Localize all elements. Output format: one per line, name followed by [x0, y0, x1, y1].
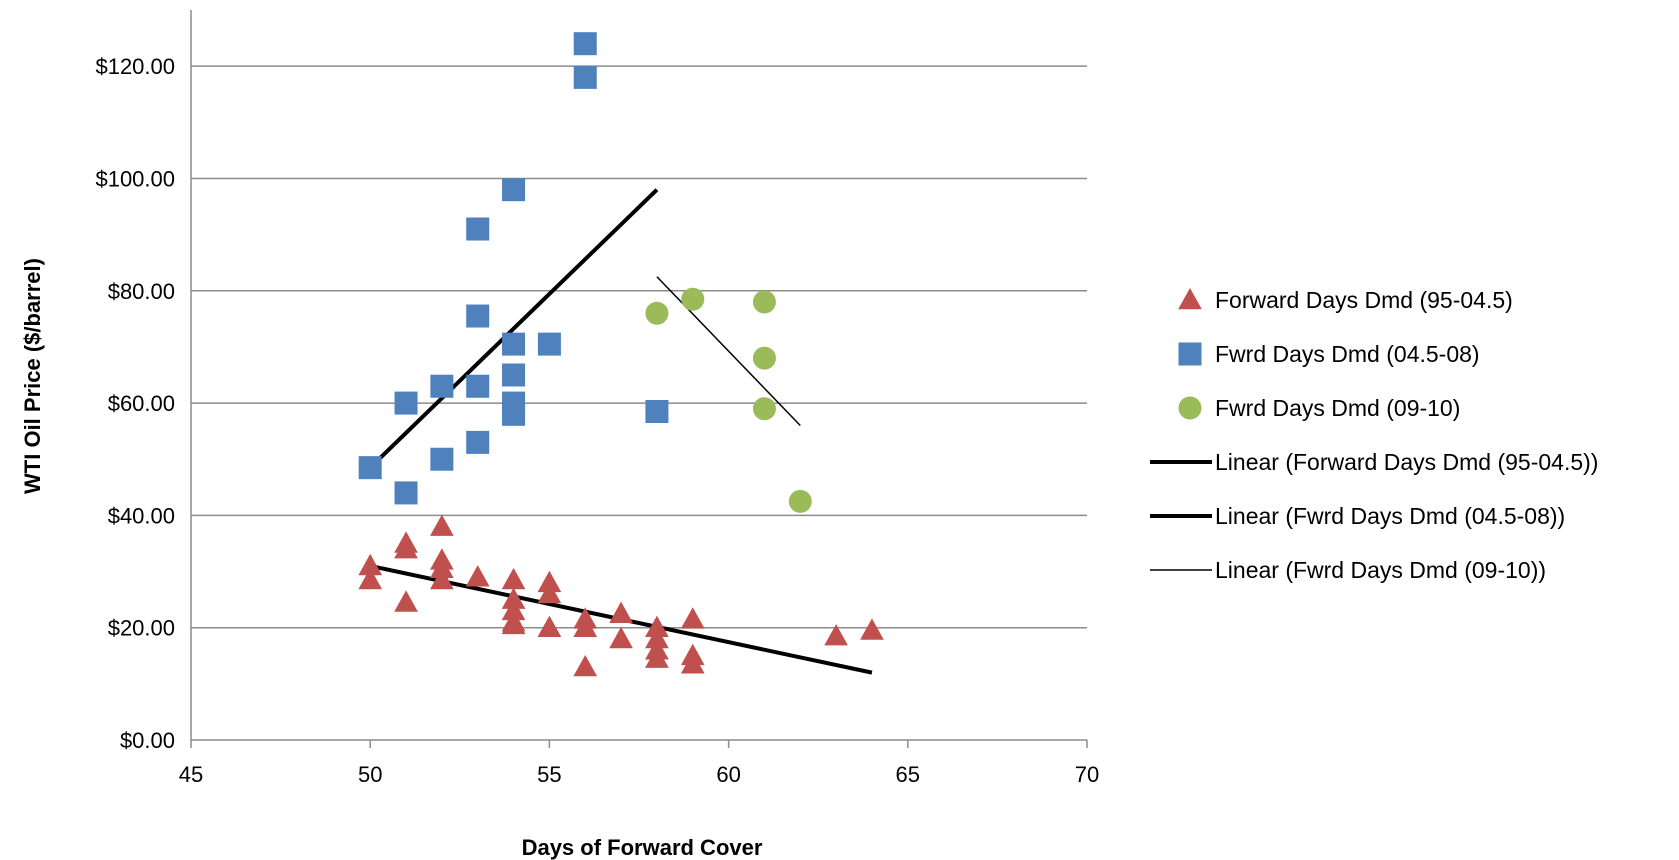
- data-point: [788, 489, 812, 513]
- data-point: [609, 626, 633, 649]
- y-tick-label: $20.00: [108, 616, 175, 641]
- data-point: [358, 567, 383, 590]
- data-point: [681, 287, 705, 311]
- data-point: [860, 618, 884, 640]
- y-tick-label: $80.00: [108, 279, 175, 304]
- data-point: [752, 290, 776, 314]
- data-point: [502, 332, 526, 356]
- x-tick-label: 55: [537, 762, 561, 787]
- data-point: [358, 456, 382, 480]
- x-tick-label: 45: [179, 762, 203, 787]
- y-tick-label: $0.00: [120, 728, 175, 753]
- tick-labels: $0.00 $20.00 $40.00 $60.00 $80.00 $100.00 $120…: [95, 54, 1099, 787]
- data-point: [394, 391, 418, 415]
- data-point: [466, 217, 490, 241]
- data-point: [645, 400, 669, 423]
- data-point: [573, 32, 597, 56]
- data-point: [430, 447, 454, 471]
- data-point: [502, 363, 526, 387]
- data-point: [573, 654, 598, 677]
- data-point: [501, 567, 526, 590]
- trendline: [368, 188, 659, 470]
- trendlines: [368, 188, 873, 675]
- data-point: [609, 601, 633, 623]
- data-point: [466, 304, 490, 328]
- x-axis-title: Days of Forward Cover: [522, 835, 763, 860]
- data-point: [430, 374, 454, 398]
- y-tick-label: $120.00: [95, 54, 175, 79]
- x-tick-label: 70: [1075, 762, 1099, 787]
- legend-label: Fwrd Days Dmd (09-10): [1215, 395, 1460, 421]
- data-point: [466, 374, 490, 398]
- y-tick-label: $60.00: [108, 391, 175, 416]
- legend-label: Linear (Fwrd Days Dmd (04.5-08)): [1215, 503, 1565, 529]
- legend-marker: [1178, 342, 1202, 366]
- data-point: [537, 615, 562, 637]
- y-tick-label: $100.00: [95, 166, 175, 191]
- data-point: [466, 430, 490, 454]
- data-point: [465, 565, 490, 587]
- legend-label: Fwrd Days Dmd (04.5-08): [1215, 341, 1480, 367]
- legend-marker: [1178, 287, 1202, 310]
- data-point: [645, 301, 669, 325]
- legend-marker: [1178, 396, 1202, 420]
- axes: [190, 10, 1088, 748]
- x-tick-label: 60: [716, 762, 740, 787]
- data-point: [394, 537, 418, 559]
- x-tick-label: 65: [896, 762, 920, 787]
- data-point: [501, 612, 526, 635]
- data-point: [680, 652, 705, 674]
- data-point: [824, 624, 848, 646]
- data-point: [645, 646, 669, 668]
- legend-label: Forward Days Dmd (95-04.5): [1215, 287, 1513, 313]
- data-point: [573, 65, 597, 89]
- data-point: [752, 397, 776, 421]
- data-point: [537, 581, 562, 604]
- data-point: [430, 567, 454, 590]
- data-point: [752, 346, 776, 370]
- data-point: [680, 607, 705, 629]
- data-point: [537, 332, 561, 356]
- data-point: [394, 481, 418, 505]
- legend-label: Linear (Fwrd Days Dmd (09-10)): [1215, 557, 1546, 583]
- y-axis-title: WTI Oil Price ($/barrel): [20, 258, 45, 494]
- x-tick-label: 50: [358, 762, 382, 787]
- legend-label: Linear (Forward Days Dmd (95-04.5)): [1215, 449, 1598, 475]
- y-tick-label: $40.00: [108, 503, 175, 528]
- data-point: [502, 178, 526, 202]
- data-point: [573, 615, 598, 637]
- data-points: [358, 32, 884, 677]
- data-point: [502, 402, 526, 426]
- trendline: [656, 276, 801, 427]
- grid-lines: [191, 65, 1087, 629]
- data-point: [394, 590, 418, 612]
- data-point: [430, 514, 454, 536]
- legend: Forward Days Dmd (95-04.5) Fwrd Days Dmd …: [1150, 287, 1598, 583]
